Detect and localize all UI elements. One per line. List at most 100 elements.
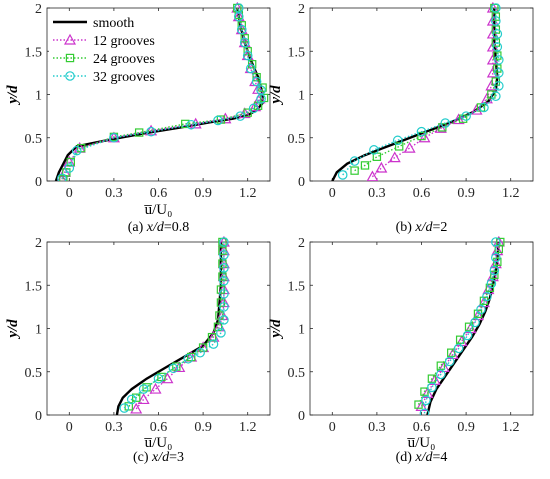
- y-axis-label: y/d: [5, 85, 21, 106]
- data-point-g24: [493, 257, 502, 267]
- data-point-g32: [470, 317, 480, 328]
- data-point-g24: [360, 161, 370, 170]
- data-point-g32: [491, 16, 501, 26]
- y-tick-label: 0: [298, 409, 305, 424]
- chart-panel-1: 0 0.3 0.6 0.9 1.2 0 0.5 1 1.5 2 y/d u̅/U₀ (a) x/d=0.…: [5, 2, 271, 235]
- data-point-g32: [492, 42, 503, 52]
- data-point-g24: [240, 34, 249, 43]
- chart-panel-2: 0 0.3 0.6 0.9 1.2 0 0.5 1 1.5 2 y/d (b) x/d=2: [268, 2, 534, 235]
- data-point-g32: [421, 395, 431, 406]
- series-line-g32: [61, 8, 262, 179]
- y-axis-label: y/d: [268, 85, 284, 106]
- series-smooth: [115, 242, 223, 415]
- y-tick-label: 2: [35, 2, 42, 17]
- data-point-g32: [461, 111, 471, 121]
- data-point-g32: [236, 24, 247, 35]
- data-point-g12: [149, 382, 162, 394]
- series-g32: [419, 237, 501, 415]
- y-tick-label: 1.5: [288, 45, 306, 60]
- x-tick-label: 0.9: [194, 420, 212, 435]
- x-tick-label: 0.6: [413, 420, 431, 435]
- data-point-g24: [157, 372, 166, 382]
- y-tick-label: 2: [298, 2, 305, 17]
- x-tick-label: 0: [66, 420, 73, 435]
- data-point-g24: [491, 12, 501, 21]
- legend-marker-g12: [63, 33, 77, 45]
- series-g24: [414, 237, 505, 409]
- x-tick-label: 0.6: [413, 186, 431, 201]
- y-tick-label: 0.5: [25, 132, 43, 147]
- series-line-g24: [417, 241, 501, 405]
- data-point-g24: [414, 400, 423, 409]
- y-tick-label: 2: [35, 236, 42, 251]
- data-point-g24: [436, 361, 446, 370]
- legend-label-smooth: smooth: [93, 16, 134, 31]
- data-point-g32: [440, 118, 451, 128]
- data-point-g24: [237, 21, 246, 30]
- data-point-g32: [486, 278, 497, 289]
- data-point-g32: [208, 339, 219, 349]
- data-point-g24: [142, 383, 151, 392]
- data-point-g24: [350, 166, 359, 175]
- data-point-g12: [388, 151, 401, 163]
- series-line-g32: [123, 242, 225, 409]
- panel-caption: (c) x/d=3: [133, 450, 184, 465]
- panel-caption: (b) x/d=2: [396, 220, 448, 235]
- data-point-g32: [479, 102, 489, 113]
- data-point-g32: [71, 145, 82, 156]
- data-point-g32: [213, 115, 223, 126]
- y-tick-label: 1: [35, 323, 42, 338]
- data-point-g32: [138, 384, 149, 394]
- legend-marker-g24: [65, 53, 75, 63]
- legend-label-g12: 12 grooves: [93, 34, 155, 49]
- y-tick-label: 0: [298, 175, 305, 190]
- x-tick-label: 0.6: [150, 186, 168, 201]
- data-point-g32: [153, 373, 164, 384]
- data-point-g24: [134, 128, 144, 137]
- x-tick-label: 1.2: [502, 186, 520, 201]
- data-point-g32: [337, 170, 348, 180]
- x-axis-label: u̅/U₀: [144, 435, 172, 451]
- data-point-g32: [146, 126, 156, 137]
- panel-caption: (a) x/d=0.8: [128, 220, 190, 235]
- data-point-g24: [458, 114, 468, 123]
- data-point-g32: [126, 394, 137, 405]
- legend-marker-g32: [65, 71, 75, 81]
- data-point-g32: [219, 263, 229, 273]
- data-point-g32: [492, 29, 503, 39]
- y-tick-label: 1.5: [25, 45, 43, 60]
- data-point-g32: [494, 68, 504, 78]
- data-point-g32: [369, 145, 379, 155]
- y-tick-label: 0: [35, 175, 42, 190]
- data-point-g32: [392, 135, 403, 146]
- data-point-g32: [219, 302, 229, 312]
- series-g32: [337, 3, 504, 180]
- series-g32: [57, 3, 266, 181]
- y-axis-label: y/d: [268, 319, 284, 340]
- y-tick-label: 2: [298, 236, 305, 251]
- data-point-g32: [242, 50, 253, 61]
- data-point-g32: [183, 353, 194, 364]
- data-point-g24: [181, 119, 190, 129]
- x-tick-label: 1.2: [239, 186, 257, 201]
- data-point-g24: [491, 38, 501, 47]
- x-tick-label: 0: [66, 186, 73, 201]
- legend-label-g24: 24 grooves: [93, 52, 155, 67]
- data-point-g12: [470, 103, 483, 115]
- series-g32: [119, 237, 229, 413]
- data-point-g24: [66, 157, 75, 167]
- data-point-g12: [375, 161, 388, 173]
- data-point-g12: [130, 402, 143, 414]
- data-point-g32: [186, 119, 197, 130]
- data-point-g32: [219, 276, 229, 286]
- data-point-g24: [493, 51, 502, 60]
- x-tick-label: 0.3: [105, 420, 123, 435]
- data-point-g32: [109, 132, 119, 143]
- data-point-g32: [462, 330, 473, 341]
- y-tick-label: 1: [298, 89, 305, 104]
- data-point-g32: [453, 343, 464, 354]
- x-axis-label: u̅/U₀: [407, 435, 435, 451]
- legend: smooth 12 grooves 24 grooves 32 grooves: [49, 12, 169, 90]
- data-point-g24: [427, 374, 437, 383]
